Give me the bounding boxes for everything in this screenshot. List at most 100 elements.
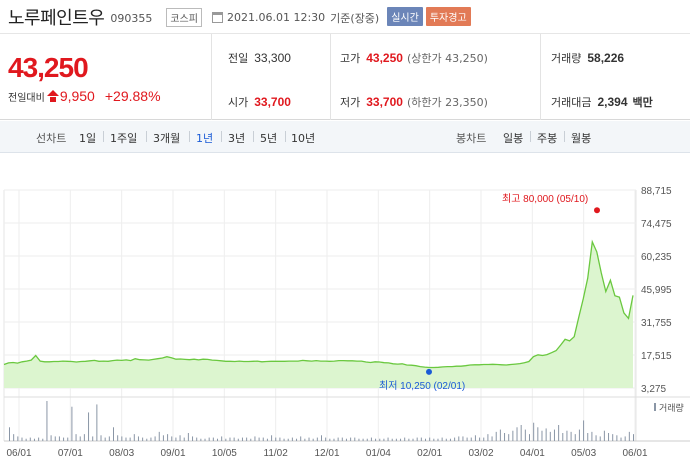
volume-bar [221, 436, 223, 441]
high-marker [594, 207, 600, 214]
volume-bar [96, 404, 98, 441]
volume-bar [58, 436, 60, 441]
volume-bar [329, 438, 331, 441]
volume-bar [300, 436, 302, 441]
tab-1d[interactable]: 1일 [79, 132, 97, 145]
divider [540, 34, 541, 120]
volume-bar [13, 434, 15, 441]
volume-bar [449, 438, 451, 441]
upper-limit: (상한가 43,250) [406, 52, 488, 65]
volume-bar [133, 434, 135, 441]
volume-bar [508, 434, 510, 441]
volume-bar [553, 429, 555, 441]
volume-bar [458, 436, 460, 441]
volume-bar [491, 436, 493, 441]
stat-label: 전일 [228, 52, 249, 65]
change-label: 전일대비 [8, 92, 45, 104]
volume-bar [341, 437, 343, 441]
volume-bar [150, 437, 152, 441]
tab-separator [146, 131, 147, 142]
volume-bar [483, 437, 485, 441]
volume-bar [466, 437, 468, 441]
volume-bar [212, 437, 214, 441]
stat-value: 2,394 [597, 95, 628, 109]
stat-label: 고가 [340, 52, 361, 65]
volume-bar [487, 434, 489, 441]
candle-chart-label: 봉차트 [456, 132, 487, 145]
volume-bar [612, 434, 614, 441]
volume-bar [204, 438, 206, 441]
volume-bar [566, 430, 568, 441]
y-tick-label: 60,235 [641, 252, 672, 263]
tab-separator [221, 131, 222, 142]
tab-10y[interactable]: 10년 [291, 132, 316, 145]
x-tick-label: 08/03 [109, 448, 134, 459]
volume-bar [42, 438, 44, 441]
stat-volume: 거래량 58,226 [551, 50, 624, 66]
stat-value: 43,250 [366, 51, 403, 65]
volume-bar [258, 437, 260, 441]
volume-bar [29, 437, 31, 441]
volume-bar [100, 435, 102, 441]
calendar-icon [211, 12, 223, 23]
y-tick-label: 3,275 [641, 384, 666, 395]
volume-bar [296, 438, 298, 441]
stat-value: 33,700 [254, 95, 291, 109]
volume-bar [266, 438, 268, 441]
stat-value: 58,226 [587, 51, 625, 65]
volume-bar [183, 437, 185, 441]
x-tick-label: 07/01 [58, 448, 83, 459]
tab-3y[interactable]: 3년 [228, 132, 246, 145]
tab-5y[interactable]: 5년 [260, 132, 278, 145]
volume-bar [404, 437, 406, 441]
x-tick-label: 04/01 [520, 448, 545, 459]
volume-bar [558, 425, 560, 441]
volume-bar [237, 438, 239, 441]
volume-bar [395, 438, 397, 441]
volume-bar [283, 438, 285, 441]
volume-bar [208, 437, 210, 441]
tab-1w[interactable]: 1주일 [110, 132, 138, 145]
volume-bar [158, 431, 160, 441]
volume-bar [129, 437, 131, 441]
volume-bar [362, 438, 364, 441]
volume-bar [121, 436, 123, 441]
volume-bar [271, 435, 273, 441]
x-tick-label: 10/05 [212, 448, 237, 459]
volume-bar [88, 412, 90, 441]
tab-1y[interactable]: 1년 [196, 132, 214, 145]
volume-bar [337, 437, 339, 441]
volume-bar [246, 437, 248, 441]
tab-weekly[interactable]: 주봉 [537, 132, 558, 145]
up-arrow-icon [46, 89, 59, 102]
volume-bar [420, 437, 422, 441]
volume-bar [462, 436, 464, 441]
tab-daily[interactable]: 일봉 [503, 132, 524, 145]
divider [211, 34, 212, 120]
stat-label: 저가 [340, 96, 361, 109]
volume-bar [504, 433, 506, 441]
stat-label: 시가 [228, 96, 249, 109]
volume-bar [125, 437, 127, 441]
volume-bar [50, 435, 52, 441]
realtime-button[interactable]: 실시간 [387, 7, 423, 26]
volume-bar [75, 434, 77, 441]
volume-bar [175, 437, 177, 441]
investment-warning-badge[interactable]: 투자경고 [425, 7, 471, 26]
tab-monthly[interactable]: 월봉 [571, 132, 592, 145]
volume-bar [533, 422, 535, 441]
stat-label: 거래량 [551, 52, 582, 65]
change-amount: 9,950 [59, 88, 95, 104]
volume-bar [603, 430, 605, 441]
volume-bar [187, 433, 189, 441]
tab-separator [253, 131, 254, 142]
volume-bar [441, 437, 443, 441]
stat-value: 33,300 [254, 51, 291, 65]
volume-bar [495, 431, 497, 441]
tab-3m[interactable]: 3개월 [153, 132, 181, 145]
volume-bar [250, 438, 252, 441]
volume-bar [537, 427, 539, 441]
volume-bar [391, 438, 393, 441]
volume-bar [437, 438, 439, 441]
quote-basis: 기준(장중) [330, 11, 380, 25]
